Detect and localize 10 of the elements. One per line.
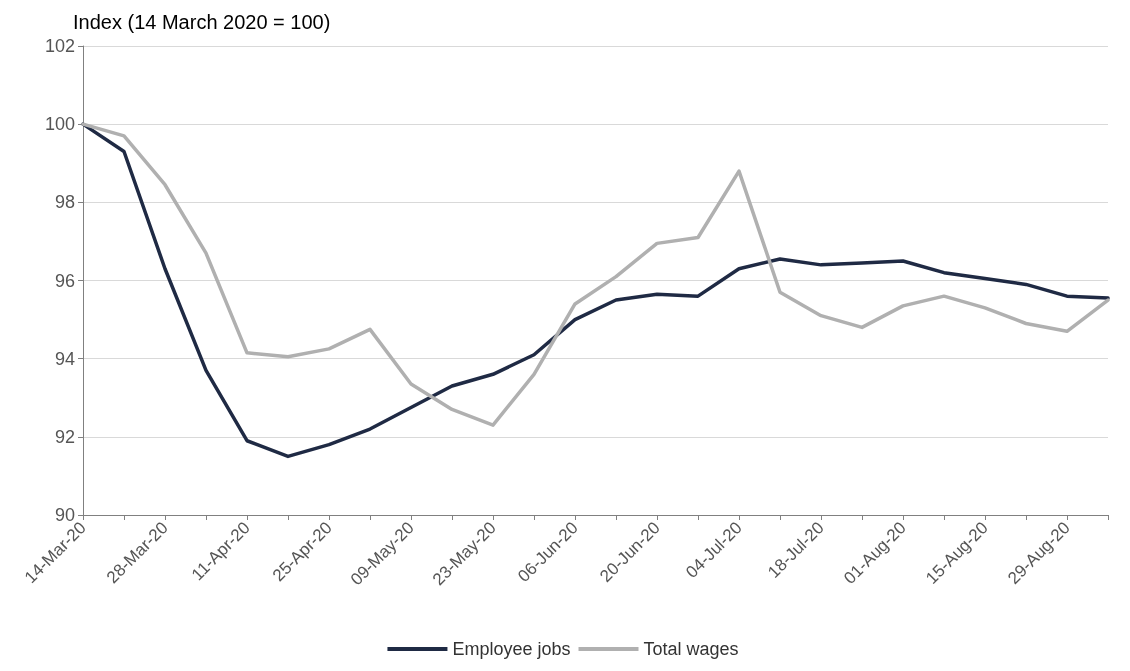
legend-label: Total wages bbox=[643, 639, 739, 659]
legend-label: Employee jobs bbox=[452, 639, 571, 659]
y-tick-label: 92 bbox=[54, 426, 75, 447]
y-tick-label: 96 bbox=[54, 270, 75, 291]
y-tick-label: 90 bbox=[54, 505, 75, 525]
y-tick-label: 98 bbox=[54, 192, 75, 213]
y-tick-label: 102 bbox=[44, 36, 75, 56]
y-tick-label: 94 bbox=[54, 348, 75, 369]
y-axis-title: Index (14 March 2020 = 100) bbox=[73, 11, 331, 33]
y-tick-label: 100 bbox=[44, 114, 75, 135]
